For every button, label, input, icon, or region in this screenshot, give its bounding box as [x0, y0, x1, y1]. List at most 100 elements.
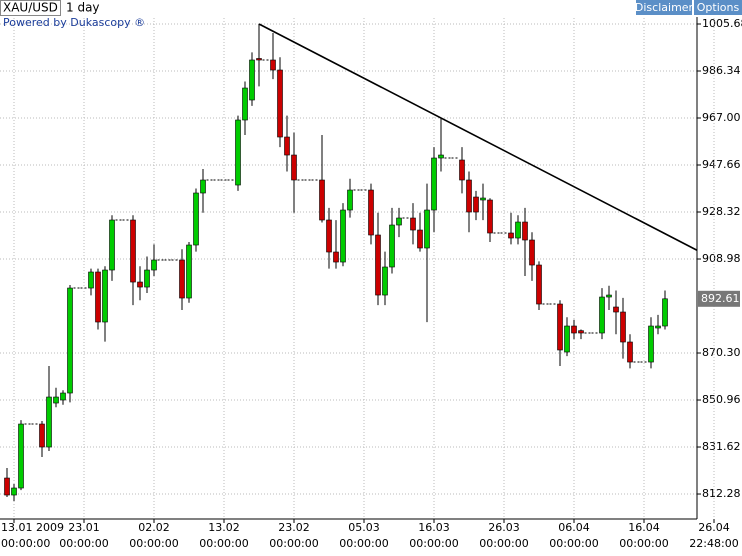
candle-body	[522, 221, 528, 241]
candle-body	[396, 217, 402, 226]
candle-body	[200, 179, 206, 194]
candle-body	[130, 219, 136, 283]
candle-body	[319, 179, 325, 221]
candle-body	[410, 217, 416, 231]
y-tick-label: 986.34	[702, 64, 741, 77]
candle-body	[340, 209, 346, 263]
candle-body	[431, 157, 437, 211]
x-tick-time: 00:00:00	[409, 537, 458, 550]
x-tick-label: 16.04	[628, 521, 660, 534]
candle-body	[151, 259, 157, 271]
candle-body	[270, 59, 276, 71]
x-tick-label: 05.03	[348, 521, 380, 534]
disclaimer-label[interactable]: Disclaimer	[635, 1, 694, 14]
candle-body	[620, 311, 626, 343]
disclaimer-button[interactable]	[636, 0, 692, 15]
candle-body	[375, 234, 381, 296]
options-button[interactable]	[694, 0, 742, 15]
candle-body	[256, 58, 262, 61]
x-tick-time: 00:00:00	[269, 537, 318, 550]
y-tick-label: 967.00	[702, 111, 741, 124]
x-tick-time: 00:00:00	[129, 537, 178, 550]
candle-body	[536, 264, 542, 305]
candle-body	[508, 232, 514, 239]
candle-body	[382, 266, 388, 296]
candle-body	[571, 325, 577, 334]
options-label[interactable]: Options	[697, 1, 740, 14]
candle-body	[515, 221, 521, 239]
candle-body	[473, 196, 479, 213]
last-price-box	[698, 290, 740, 307]
candle-body	[368, 189, 374, 236]
x-tick-label: 23.01	[68, 521, 100, 534]
y-tick-label: 870.30	[702, 346, 741, 359]
y-tick-label: 831.62	[702, 440, 741, 453]
y-tick-label: 812.28	[702, 487, 741, 500]
candle-body	[235, 119, 241, 186]
candle-body	[102, 269, 108, 323]
x-tick-label: 23.02	[278, 521, 310, 534]
candle-body	[557, 303, 563, 351]
candle-body	[249, 59, 255, 101]
x-tick-time: 00:00:00	[199, 537, 248, 550]
candle-body	[662, 298, 668, 327]
x-tick-label: 02.02	[138, 521, 170, 534]
candle-body	[95, 271, 101, 323]
x-tick-label: 26.03	[488, 521, 520, 534]
candle-body	[333, 251, 339, 263]
candle-body	[53, 396, 59, 404]
candle-body	[109, 219, 115, 271]
candle-body	[179, 259, 185, 299]
candle-body	[599, 296, 605, 334]
candle-body	[606, 294, 612, 298]
candle-body	[438, 154, 444, 159]
period[interactable]: 1 day	[66, 1, 100, 15]
candle-body	[67, 287, 73, 394]
candle-body	[529, 239, 535, 266]
x-tick-label: 13.01 2009	[1, 521, 64, 534]
last-price-label: 892.61	[701, 292, 740, 305]
candle-body	[389, 224, 395, 268]
candle-body	[326, 219, 332, 253]
trendline	[258, 23, 698, 251]
candle-body	[655, 325, 661, 329]
candle-body	[487, 199, 493, 234]
candle-body	[459, 159, 465, 181]
x-tick-label: 16.03	[418, 521, 450, 534]
candle-body	[137, 281, 143, 288]
candle-body	[144, 269, 150, 288]
candle-body	[578, 330, 584, 334]
x-tick-label: 26.04	[698, 521, 730, 534]
y-tick-label: 1005.68	[702, 17, 742, 30]
candle-body	[60, 392, 66, 401]
candle-body	[46, 396, 52, 448]
candle-body	[39, 423, 45, 448]
candle-body	[291, 154, 297, 181]
x-tick-time: 22:48:00	[689, 537, 738, 550]
x-tick-time: 00:00:00	[339, 537, 388, 550]
x-tick-time: 00:00:00	[1, 537, 50, 550]
candle-body	[417, 229, 423, 249]
candle-body	[466, 179, 472, 213]
toolbar	[0, 0, 742, 17]
candle-body	[564, 325, 570, 353]
candle-body	[480, 197, 486, 201]
candle-body	[186, 244, 192, 299]
candle-body	[18, 423, 24, 489]
x-tick-label: 13.02	[208, 521, 240, 534]
x-tick-time: 00:00:00	[549, 537, 598, 550]
candle-body	[347, 189, 353, 211]
symbol-box[interactable]	[0, 0, 61, 16]
y-tick-label: 850.96	[702, 393, 741, 406]
powered-by: Powered by Dukascopy ®	[3, 16, 145, 29]
candle-body	[88, 271, 94, 289]
x-tick-time: 00:00:00	[59, 537, 108, 550]
candle-body	[11, 487, 17, 496]
candle-body	[4, 477, 10, 496]
symbol: XAU/USD	[3, 1, 58, 15]
y-tick-label: 928.32	[702, 205, 741, 218]
x-tick-label: 06.04	[558, 521, 590, 534]
